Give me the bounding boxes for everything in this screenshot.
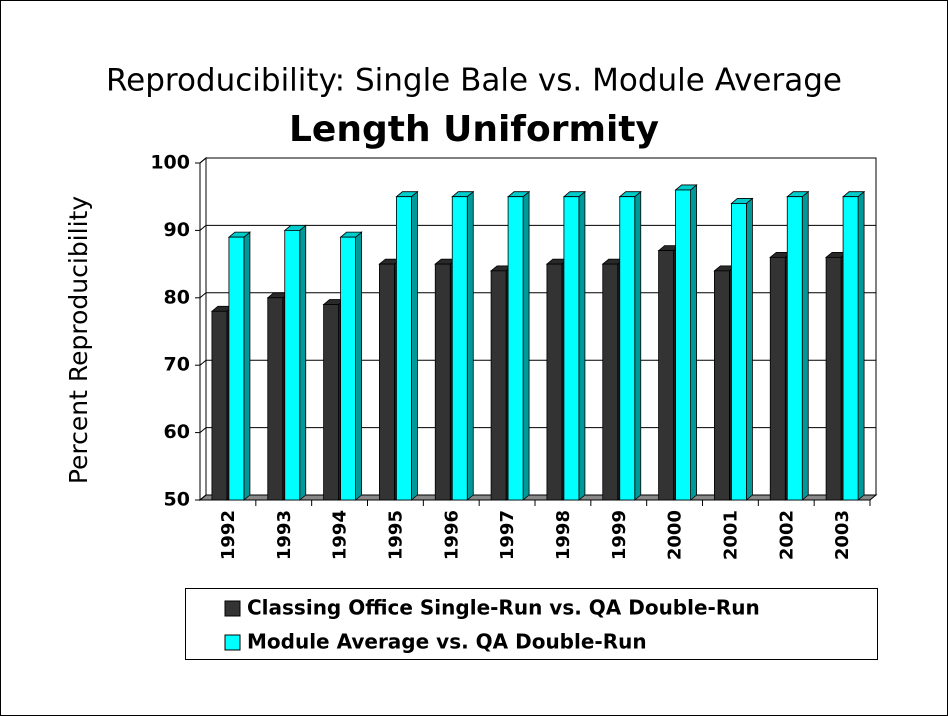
bar-face: [578, 190, 586, 501]
x-tick-label: 2001: [720, 510, 741, 560]
bar-face: [379, 263, 395, 501]
bar-face: [675, 189, 691, 501]
x-tick-label: 2003: [832, 510, 853, 560]
grid-line: [199, 157, 876, 164]
y-tick-label: 50: [164, 489, 190, 511]
bar-face: [434, 263, 451, 501]
bar-face: [714, 270, 730, 501]
bar-face: [507, 196, 524, 501]
bar-face: [299, 224, 307, 501]
y-tick-label: 80: [164, 286, 190, 308]
x-tick-label: 1999: [609, 510, 630, 560]
y-tick-label: 100: [150, 152, 190, 174]
y-axis-label: Percent Reproducibility: [64, 196, 93, 484]
bar-face: [466, 190, 474, 501]
grid-line: [199, 292, 876, 299]
bar: [730, 197, 754, 501]
chart-subtitle: Length Uniformity: [289, 109, 659, 150]
side-wall: [199, 156, 207, 502]
y-tick-label: 90: [164, 219, 190, 241]
bar-face: [690, 184, 697, 501]
bar: [786, 190, 810, 501]
legend-swatch: [224, 600, 241, 617]
bar-face: [323, 304, 339, 501]
bar-face: [731, 203, 747, 501]
bar: [506, 190, 531, 501]
bar-face: [602, 263, 619, 501]
bar-face: [228, 236, 245, 501]
bar-face: [634, 190, 642, 501]
bar-face: [411, 190, 418, 501]
grid-line: [199, 494, 876, 501]
bar-face: [522, 190, 530, 501]
bar-face: [658, 250, 674, 501]
legend: [185, 588, 878, 660]
bar: [618, 190, 642, 501]
bar-face: [746, 197, 753, 501]
bar-face: [243, 231, 251, 501]
bar-face: [340, 236, 356, 501]
bar: [395, 190, 419, 501]
x-tick-label: 1992: [218, 510, 239, 560]
x-tick-label: 1996: [441, 510, 462, 560]
bar: [841, 190, 866, 501]
bar: [562, 190, 587, 501]
chart-title: Reproducibility: Single Bale vs. Module …: [106, 63, 842, 99]
x-tick-label: 1993: [274, 510, 295, 560]
bar-face: [786, 196, 803, 501]
bar-face: [563, 196, 580, 501]
x-tick-label: 2000: [665, 510, 686, 560]
x-tick-label: 1997: [497, 510, 518, 560]
bar-face: [490, 270, 507, 501]
y-tick-label: 70: [164, 354, 190, 376]
bar-face: [619, 196, 636, 501]
bar-face: [451, 196, 468, 501]
x-tick-label: 2002: [776, 510, 797, 560]
bar-face: [546, 263, 563, 501]
bar-face: [857, 190, 865, 501]
bar-face: [211, 310, 228, 501]
bar-face: [801, 190, 809, 501]
bar: [283, 224, 307, 501]
bar-face: [355, 231, 362, 501]
bar-face: [267, 297, 284, 501]
bar: [451, 190, 475, 501]
bar-face: [396, 196, 412, 501]
grid-line: [199, 427, 876, 433]
bar-face: [825, 256, 842, 501]
x-tick-label: 1994: [330, 510, 351, 560]
bar-face: [769, 256, 786, 501]
x-tick-label: 1995: [385, 510, 406, 560]
grid-line: [199, 359, 876, 366]
grid-line: [199, 224, 876, 231]
y-tick-label: 60: [164, 421, 190, 443]
x-tick-label: 1998: [553, 510, 574, 560]
bar-face: [842, 196, 859, 501]
bar: [674, 184, 698, 501]
legend-label: Module Average vs. QA Double-Run: [247, 630, 647, 654]
bar-face: [284, 229, 301, 501]
bar: [339, 231, 363, 501]
bar: [227, 231, 252, 501]
legend-label: Classing Office Single-Run vs. QA Double…: [247, 596, 760, 620]
legend-swatch: [224, 634, 241, 651]
